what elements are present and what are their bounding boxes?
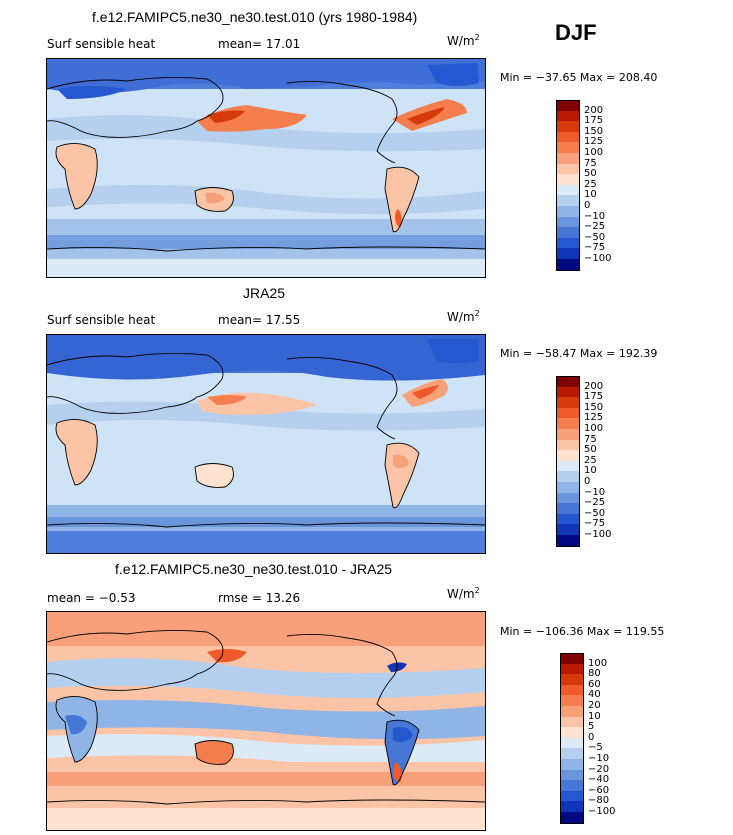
colorbar-tick-label: −40 — [588, 774, 610, 786]
panel3-minmax: Min = −106.36 Max = 119.55 — [500, 625, 665, 638]
colorbar-tick-label: 175 — [584, 115, 604, 127]
panel3-mean-label: mean = −0.53 — [47, 591, 136, 605]
panel1-mean-label: mean= 17.01 — [218, 37, 301, 51]
colorbar-tick-label: −60 — [588, 784, 610, 796]
panel3-title: f.e12.FAMIPC5.ne30_ne30.test.010 - JRA25 — [115, 561, 393, 577]
colorbar-tick-label: −80 — [588, 795, 610, 807]
colorbar-tick-label: 5 — [588, 721, 595, 733]
colorbar-tick-label: −25 — [584, 497, 606, 509]
colorbar-tick-label: 75 — [584, 157, 597, 169]
panel3-map-svg — [47, 612, 485, 830]
colorbar-tick-label: 0 — [584, 476, 591, 487]
colorbar-tick-label: −50 — [584, 507, 606, 519]
panel2-variable-label: Surf sensible heat — [47, 313, 156, 327]
colorbar-tick-label: 200 — [584, 104, 604, 116]
colorbar-tick-label: 20 — [588, 700, 601, 711]
colorbar-tick-label: 0 — [588, 731, 595, 743]
panel2-map-svg — [47, 335, 485, 553]
colorbar-tick-label: −75 — [584, 242, 606, 254]
colorbar-tick-label: 75 — [584, 433, 597, 445]
colorbar-tick-label: 40 — [588, 689, 601, 701]
colorbar-tick-label: 10 — [584, 465, 597, 477]
panel2-minmax: Min = −58.47 Max = 192.39 — [500, 347, 658, 360]
colorbar-tick-label: 100 — [584, 423, 604, 434]
panel3-rmse-label: rmse = 13.26 — [218, 591, 301, 605]
colorbar-box — [556, 259, 580, 271]
panel3-units: W/m2 — [447, 586, 480, 601]
colorbar-tick-label: 25 — [584, 178, 597, 190]
panel1-map — [46, 58, 486, 278]
panel2-units: W/m2 — [447, 309, 480, 324]
colorbar-tick-label: 175 — [584, 391, 604, 403]
colorbar-tick-label: −5 — [588, 742, 603, 754]
colorbar-tick-label: 150 — [584, 401, 604, 413]
colorbar-box — [556, 535, 580, 547]
colorbar-tick-label: 10 — [588, 710, 601, 722]
colorbar-tick-label: 200 — [584, 380, 604, 392]
panel1-units: W/m2 — [447, 33, 480, 48]
colorbar-tick-label: 125 — [584, 412, 604, 424]
colorbar-tick-label: −25 — [584, 221, 606, 233]
colorbar-tick-label: −100 — [584, 529, 612, 540]
colorbar-box — [560, 812, 584, 824]
panel2-mean-label: mean= 17.55 — [218, 313, 301, 327]
colorbar-tick-label: 100 — [584, 147, 604, 158]
colorbar-tick-label: 60 — [588, 678, 601, 690]
colorbar-tick-label: −100 — [588, 806, 616, 817]
colorbar-tick-label: −10 — [584, 486, 606, 498]
colorbar-tick-label: 10 — [584, 189, 597, 201]
colorbar-tick-label: 0 — [584, 200, 591, 211]
colorbar-tick-label: −10 — [584, 210, 606, 222]
colorbar-tick-label: −50 — [584, 231, 606, 243]
panel1-title: f.e12.FAMIPC5.ne30_ne30.test.010 (yrs 19… — [92, 9, 418, 25]
colorbar-tick-label: 50 — [584, 168, 597, 180]
colorbar-tick-label: 100 — [588, 657, 608, 669]
colorbar-tick-label: −20 — [588, 763, 610, 775]
panel1-minmax: Min = −37.65 Max = 208.40 — [500, 71, 658, 84]
colorbar-tick-label: −75 — [584, 518, 606, 530]
colorbar-tick-label: 150 — [584, 125, 604, 137]
season-label: DJF — [555, 20, 597, 45]
colorbar-tick-label: 125 — [584, 136, 604, 148]
colorbar-tick-label: 25 — [584, 454, 597, 466]
panel2-map — [46, 334, 486, 554]
panel2-title: JRA25 — [243, 285, 286, 301]
panel3-map — [46, 611, 486, 831]
panel1-variable-label: Surf sensible heat — [47, 37, 156, 51]
colorbar-tick-label: 80 — [588, 668, 601, 680]
colorbar-tick-label: −100 — [584, 253, 612, 264]
colorbar-tick-label: −10 — [588, 753, 610, 764]
panel1-map-svg — [47, 59, 485, 277]
colorbar-tick-label: 50 — [584, 444, 597, 456]
